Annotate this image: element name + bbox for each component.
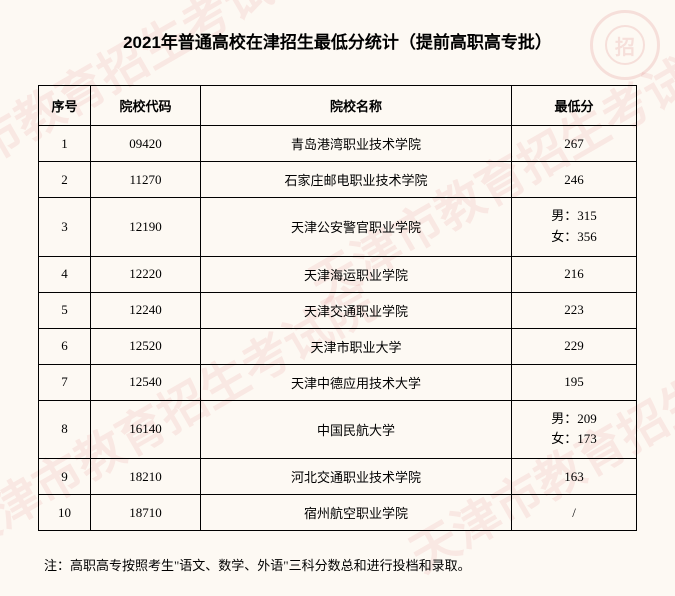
- table-row: 612520天津市职业大学229: [39, 328, 637, 364]
- cell-name: 中国民航大学: [201, 400, 512, 459]
- cell-score: 229: [512, 328, 637, 364]
- cell-score: 216: [512, 256, 637, 292]
- cell-score: 246: [512, 162, 637, 198]
- cell-idx: 6: [39, 328, 91, 364]
- cell-code: 12240: [91, 292, 201, 328]
- cell-idx: 8: [39, 400, 91, 459]
- col-header-score: 最低分: [512, 86, 637, 126]
- table-row: 109420青岛港湾职业技术学院267: [39, 126, 637, 162]
- cell-score: 267: [512, 126, 637, 162]
- cell-name: 青岛港湾职业技术学院: [201, 126, 512, 162]
- table-row: 412220天津海运职业学院216: [39, 256, 637, 292]
- cell-code: 18210: [91, 459, 201, 495]
- cell-idx: 4: [39, 256, 91, 292]
- table-row: 918210河北交通职业技术学院163: [39, 459, 637, 495]
- cell-name: 天津市职业大学: [201, 328, 512, 364]
- col-header-idx: 序号: [39, 86, 91, 126]
- cell-name: 河北交通职业技术学院: [201, 459, 512, 495]
- cell-idx: 2: [39, 162, 91, 198]
- cell-score: 男：209女：173: [512, 400, 637, 459]
- table-header-row: 序号 院校代码 院校名称 最低分: [39, 86, 637, 126]
- cell-score: 195: [512, 364, 637, 400]
- cell-idx: 7: [39, 364, 91, 400]
- score-table: 序号 院校代码 院校名称 最低分 109420青岛港湾职业技术学院2672112…: [38, 85, 637, 531]
- cell-code: 12520: [91, 328, 201, 364]
- cell-score: 223: [512, 292, 637, 328]
- cell-name: 天津中德应用技术大学: [201, 364, 512, 400]
- cell-score: 男：315女：356: [512, 198, 637, 257]
- cell-name: 石家庄邮电职业技术学院: [201, 162, 512, 198]
- col-header-name: 院校名称: [201, 86, 512, 126]
- cell-code: 16140: [91, 400, 201, 459]
- cell-code: 12540: [91, 364, 201, 400]
- cell-name: 天津交通职业学院: [201, 292, 512, 328]
- page-content: 2021年普通高校在津招生最低分统计（提前高职高专批） 序号 院校代码 院校名称…: [0, 0, 675, 574]
- cell-name: 天津公安警官职业学院: [201, 198, 512, 257]
- footnote: 注：高职高专按照考生"语文、数学、外语"三科分数总和进行投档和录取。: [38, 555, 637, 574]
- cell-code: 09420: [91, 126, 201, 162]
- table-row: 512240天津交通职业学院223: [39, 292, 637, 328]
- cell-idx: 1: [39, 126, 91, 162]
- col-header-code: 院校代码: [91, 86, 201, 126]
- table-row: 211270石家庄邮电职业技术学院246: [39, 162, 637, 198]
- table-row: 312190天津公安警官职业学院男：315女：356: [39, 198, 637, 257]
- cell-idx: 5: [39, 292, 91, 328]
- cell-name: 天津海运职业学院: [201, 256, 512, 292]
- table-row: 816140中国民航大学男：209女：173: [39, 400, 637, 459]
- cell-score: /: [512, 495, 637, 531]
- cell-name: 宿州航空职业学院: [201, 495, 512, 531]
- cell-code: 12220: [91, 256, 201, 292]
- cell-code: 18710: [91, 495, 201, 531]
- table-row: 1018710宿州航空职业学院/: [39, 495, 637, 531]
- cell-score: 163: [512, 459, 637, 495]
- cell-code: 11270: [91, 162, 201, 198]
- cell-code: 12190: [91, 198, 201, 257]
- cell-idx: 3: [39, 198, 91, 257]
- page-title: 2021年普通高校在津招生最低分统计（提前高职高专批）: [38, 28, 637, 53]
- cell-idx: 10: [39, 495, 91, 531]
- table-row: 712540天津中德应用技术大学195: [39, 364, 637, 400]
- cell-idx: 9: [39, 459, 91, 495]
